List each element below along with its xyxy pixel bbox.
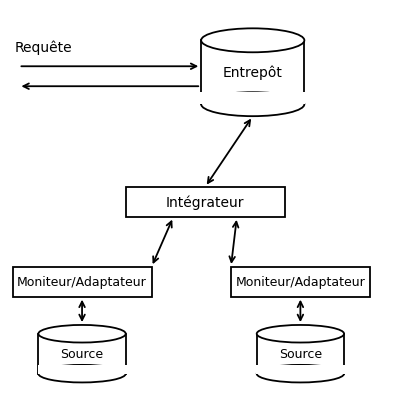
Bar <box>38 365 126 374</box>
Ellipse shape <box>257 365 344 383</box>
Bar <box>38 334 126 374</box>
Bar <box>257 334 344 374</box>
Ellipse shape <box>38 325 126 343</box>
Text: Moniteur/Adaptateur: Moniteur/Adaptateur <box>17 275 147 289</box>
Ellipse shape <box>201 93 305 117</box>
Bar <box>126 188 285 217</box>
Text: Source: Source <box>60 347 104 360</box>
Ellipse shape <box>257 325 344 343</box>
Bar <box>201 41 305 105</box>
Bar <box>13 267 151 297</box>
Text: Source: Source <box>279 347 322 360</box>
Text: Intégrateur: Intégrateur <box>166 195 244 210</box>
Bar <box>256 365 345 374</box>
Text: Entrepôt: Entrepôt <box>223 66 283 80</box>
Ellipse shape <box>38 365 126 383</box>
Bar <box>231 267 370 297</box>
Text: Moniteur/Adaptateur: Moniteur/Adaptateur <box>236 275 365 289</box>
Text: Requête: Requête <box>15 41 72 55</box>
Bar <box>200 93 305 105</box>
Ellipse shape <box>201 29 305 53</box>
